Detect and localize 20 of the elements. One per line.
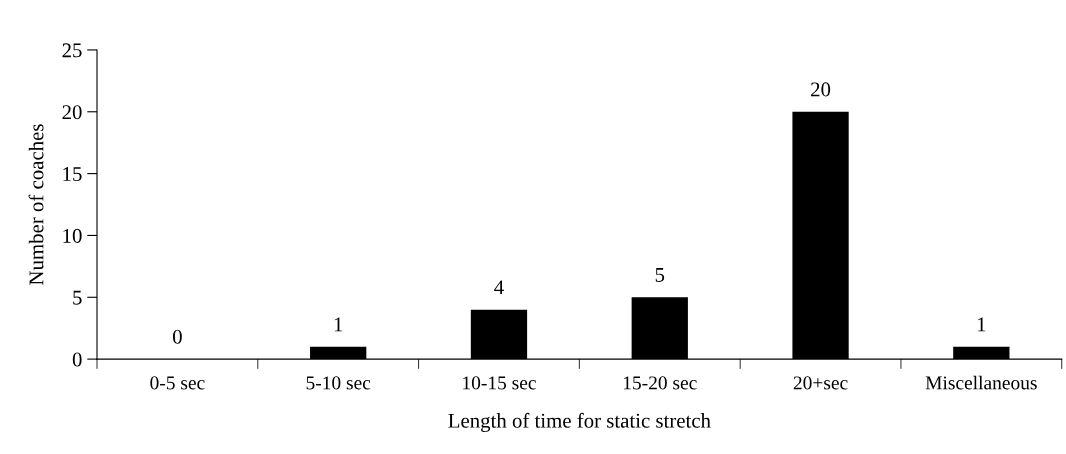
- y-tick-label: 0: [72, 352, 82, 367]
- x-tick-label: 15-20 sec: [623, 376, 697, 390]
- y-tick-label: 15: [63, 167, 82, 182]
- data-label: 5: [655, 268, 665, 282]
- y-tick-label: 20: [62, 105, 82, 120]
- x-tick-label: 5-10 sec: [306, 376, 371, 390]
- y-tick-label: 10: [63, 228, 82, 243]
- y-tick-label: 5: [73, 290, 82, 305]
- data-label: 1: [977, 317, 986, 332]
- data-label: 4: [494, 280, 504, 295]
- data-label: 1: [334, 317, 343, 332]
- y-tick-label: 25: [62, 43, 82, 58]
- data-label: 20: [811, 82, 831, 97]
- x-tick-label: 0-5 sec: [150, 376, 205, 390]
- x-tick-label: Miscellaneous: [925, 375, 1037, 390]
- data-label: 0: [172, 329, 182, 344]
- x-tick-label: 10-15 sec: [463, 376, 536, 390]
- x-axis-title: Length of time for static stretch: [448, 412, 711, 433]
- x-tick-label: 20+sec: [793, 376, 848, 390]
- y-axis-title: Number of coaches: [28, 124, 44, 285]
